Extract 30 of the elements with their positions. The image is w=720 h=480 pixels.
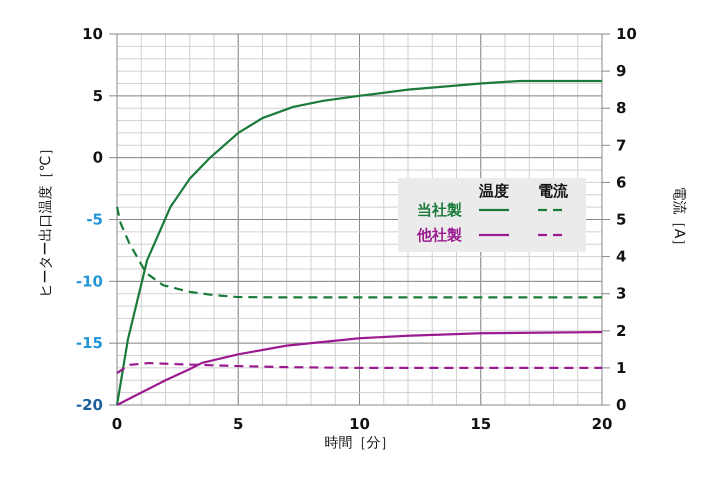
y2-tick-label: 9 (616, 62, 626, 80)
y-tick-label: -5 (86, 210, 103, 228)
y2-tick-label: 5 (616, 210, 626, 228)
x-tick-label: 0 (112, 415, 122, 433)
annotation: 温度 (478, 182, 509, 200)
y-tick-label: -10 (76, 272, 103, 290)
x-tick-label: 15 (470, 415, 492, 433)
y2-tick-label: 0 (616, 396, 626, 414)
annotation: 当社製 (417, 201, 462, 219)
y2-tick-label: 7 (616, 136, 626, 154)
y-tick-label: -20 (76, 396, 103, 414)
y-tick-label: -15 (76, 334, 103, 352)
x-tick-label: 20 (592, 415, 612, 433)
x-axis-title: 時間［分］ (324, 435, 394, 451)
y-tick-label: 0 (92, 148, 103, 167)
x-tick-label: 5 (233, 415, 244, 433)
annotation: 他社製 (416, 226, 462, 244)
annotation: 電流 (538, 182, 569, 200)
x-tick-label: 10 (349, 415, 370, 433)
y-axis-title: ヒーター出口温度［℃］ (38, 142, 54, 298)
y-tick-label: 5 (92, 86, 103, 105)
y2-tick-label: 3 (616, 284, 626, 303)
y2-tick-label: 6 (616, 173, 626, 192)
y2-axis-title: 電流［A］ (671, 186, 687, 252)
y2-tick-label: 4 (616, 248, 626, 266)
y2-tick-label: 10 (616, 25, 637, 43)
y-tick-label: 10 (82, 25, 103, 43)
y2-tick-label: 8 (616, 99, 626, 118)
y2-tick-label: 1 (616, 358, 626, 377)
y2-tick-label: 2 (616, 322, 626, 340)
